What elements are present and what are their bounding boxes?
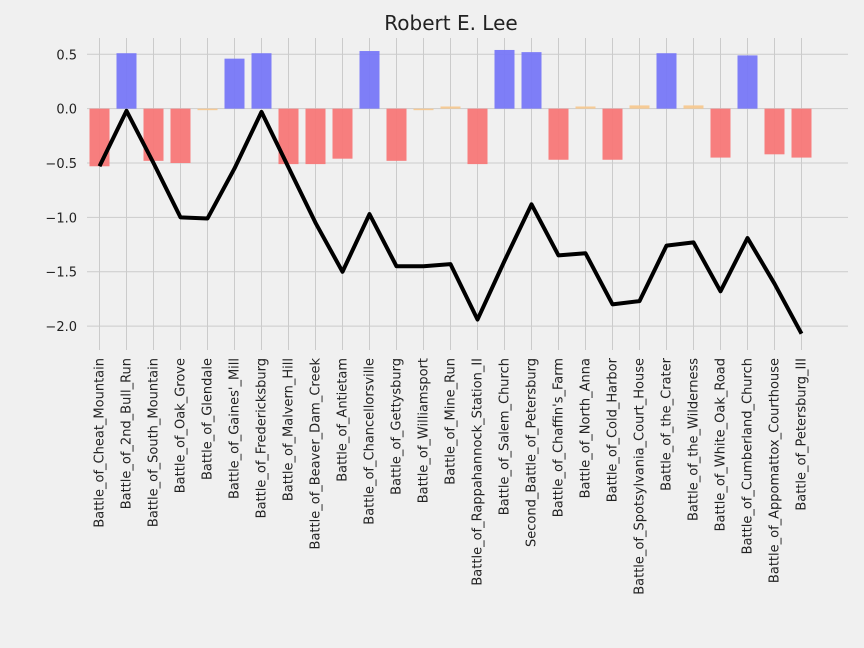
bar — [521, 52, 542, 109]
line-series — [97, 108, 804, 335]
x-tick-label: Battle_of_White_Oak_Road — [714, 358, 729, 531]
bar — [89, 108, 110, 167]
x-axis: Battle_of_Cheat_Mountain Battle_of_2nd_Bu… — [93, 357, 810, 594]
x-tick-label: Second_Battle_of_Petersburg — [525, 358, 540, 547]
x-tick-label: Battle_of_Antietam — [336, 358, 351, 482]
bar — [224, 58, 245, 109]
bar — [656, 53, 677, 109]
x-tick-label: Battle_of_Malvern_Hill — [282, 358, 297, 501]
y-tick-label: −1.0 — [45, 211, 77, 226]
x-tick-label: Battle_of_Oak_Grove — [174, 358, 189, 493]
x-tick-label: Battle_of_2nd_Bull_Run — [120, 358, 135, 509]
x-tick-label: Battle_of_Cheat_Mountain — [93, 358, 108, 528]
grid — [87, 38, 848, 350]
x-tick-label: Battle_of_Rappahannock_Station_II — [471, 358, 486, 586]
bar — [251, 53, 272, 109]
y-tick-label: 0.5 — [56, 48, 77, 63]
x-tick-label: Battle_of_Glendale — [201, 358, 216, 480]
bar — [494, 49, 515, 109]
x-tick-label: Battle_of_South_Mountain — [147, 358, 162, 527]
bar — [413, 108, 434, 111]
y-tick-label: −2.0 — [45, 320, 77, 335]
x-tick-label: Battle_of_the_Wilderness — [687, 358, 702, 521]
chart-title: Robert E. Lee — [384, 11, 517, 35]
bar — [602, 108, 623, 160]
y-axis: 0.5 0.0 −0.5 −1.0 −1.5 −2.0 — [45, 48, 77, 335]
y-tick-label: −0.5 — [45, 157, 77, 172]
bar — [197, 108, 218, 111]
bar — [710, 108, 731, 158]
x-tick-label: Battle_of_Salem_Church — [498, 358, 513, 515]
bar — [683, 105, 704, 109]
bar — [170, 108, 191, 164]
x-tick-label: Battle_of_Cumberland_Church — [741, 358, 756, 554]
bar-series — [89, 49, 812, 167]
bar — [764, 108, 785, 155]
bar — [791, 108, 812, 158]
bar — [116, 53, 137, 109]
bar — [629, 105, 650, 109]
bar — [359, 51, 380, 109]
bar — [575, 106, 596, 109]
x-tick-label: Battle_of_North_Anna — [579, 358, 594, 498]
bar — [386, 108, 407, 161]
bar — [332, 108, 353, 159]
y-tick-label: 0.0 — [56, 103, 77, 118]
x-tick-label: Battle_of_Gettysburg — [390, 358, 405, 495]
x-tick-label: Battle_of_Petersburg_III — [795, 358, 810, 511]
bar — [143, 108, 164, 161]
x-tick-label: Battle_of_Cold_Harbor — [606, 357, 621, 502]
x-tick-label: Battle_of_Fredericksburg — [255, 358, 270, 518]
x-tick-label: Battle_of_Gaines'_Mill — [228, 358, 243, 499]
bar — [440, 106, 461, 109]
x-tick-label: Battle_of_Chancellorsville — [363, 358, 378, 525]
x-tick-label: Battle_of_Williamsport — [417, 358, 432, 503]
x-tick-label: Battle_of_Chaffin's_Farm — [552, 358, 567, 517]
y-tick-label: −1.5 — [45, 266, 77, 281]
x-tick-label: Battle_of_Spotsylvania_Court_House — [633, 358, 648, 595]
bar — [548, 108, 569, 160]
bar — [278, 108, 299, 165]
x-tick-label: Battle_of_the_Crater — [660, 357, 675, 491]
x-tick-label: Battle_of_Mine_Run — [444, 358, 459, 485]
x-tick-label: Battle_of_Beaver_Dam_Creek — [309, 358, 324, 550]
bar — [305, 108, 326, 165]
bar — [467, 108, 488, 165]
x-tick-label: Battle_of_Appomattox_Courthouse — [768, 358, 783, 583]
bar — [737, 55, 758, 109]
